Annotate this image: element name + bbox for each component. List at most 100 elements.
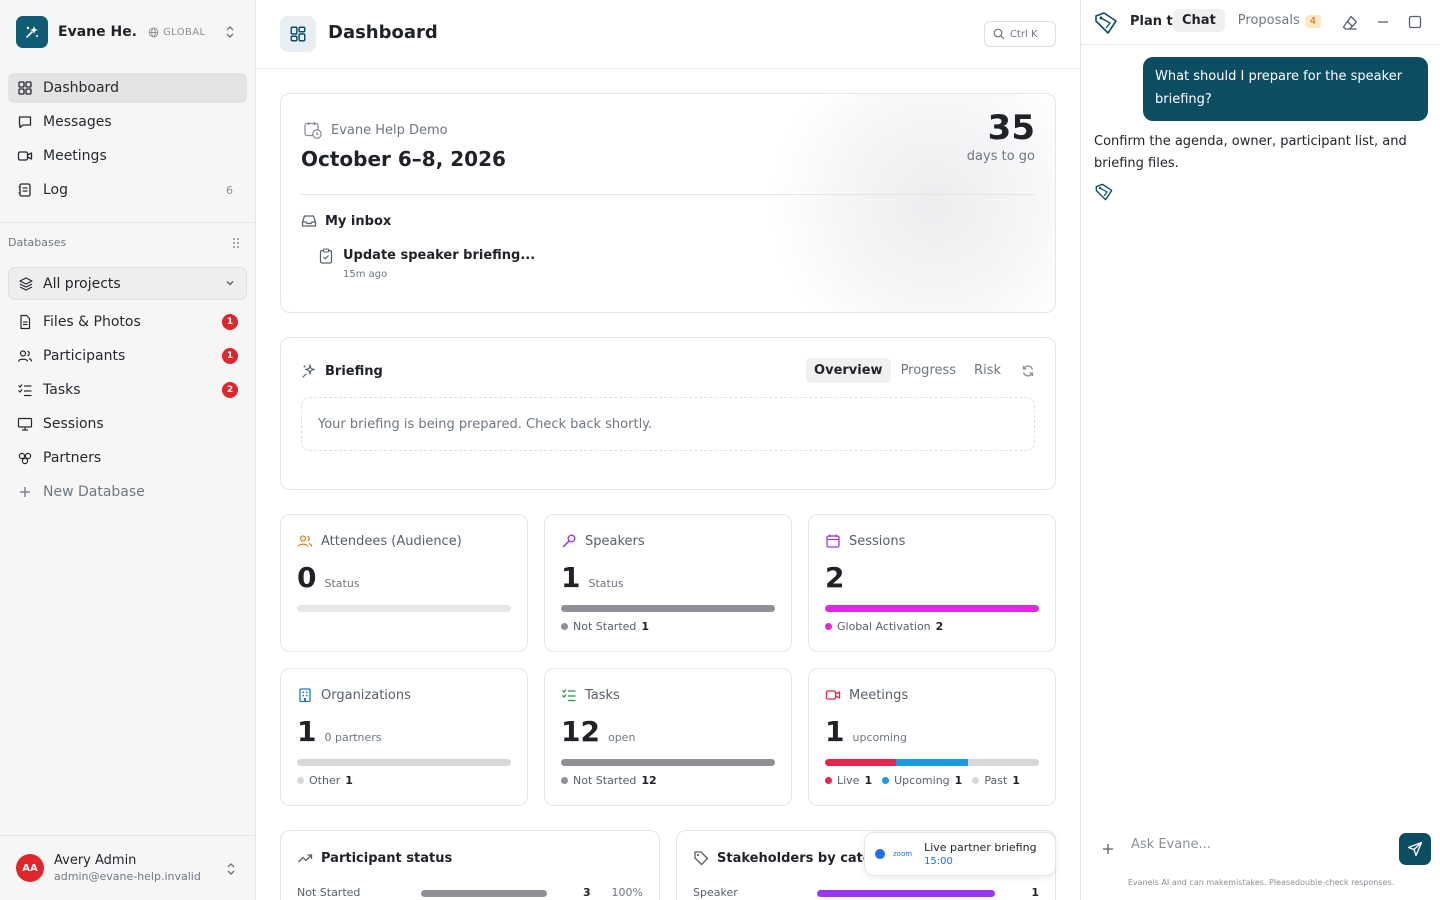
stat-legend: Not Started 1 <box>561 620 649 633</box>
calendar-icon <box>826 534 840 548</box>
sidebar-item-label: Sessions <box>43 416 104 432</box>
log-icon <box>16 181 34 199</box>
legend-dot <box>972 777 980 784</box>
nav-item-label: Dashboard <box>43 80 119 96</box>
sidebar-item-partners[interactable]: Partners <box>8 443 247 473</box>
inbox-item[interactable]: Update speaker briefing... 15m ago <box>319 248 535 280</box>
plus-icon[interactable] <box>1101 842 1115 856</box>
event-dates: October 6–8, 2026 <box>301 147 506 171</box>
calendar-clock-icon <box>304 122 322 139</box>
stat-bar <box>297 605 511 612</box>
stat-title: Sessions <box>825 533 905 549</box>
zoom-icon <box>875 849 885 859</box>
legend-dot <box>882 777 890 784</box>
assistant-avatar-icon <box>1094 182 1114 202</box>
assistant-title: Plan th <box>1130 14 1180 29</box>
sidebar-item-label: Partners <box>43 450 102 466</box>
ai-disclaimer: Evaneis AI and can makemistakes. Pleased… <box>1127 878 1395 887</box>
stat-bar-segment <box>968 759 1039 766</box>
stat-subtitle: Status <box>324 577 360 590</box>
maximize-icon[interactable] <box>1407 14 1423 30</box>
user-message: What should I prepare for the speaker br… <box>1143 57 1428 121</box>
plus-icon <box>16 483 34 501</box>
inbox-item-title: Update speaker briefing... <box>343 248 536 263</box>
stat-card-attendees[interactable]: Attendees (Audience) 0 Status <box>280 514 528 652</box>
dashboard-icon <box>16 79 34 97</box>
file-icon <box>16 313 34 331</box>
live-meeting-toast[interactable]: zoom Live partner briefing 15:00 <box>864 832 1056 876</box>
nav-item-meetings[interactable]: Meetings <box>8 141 247 171</box>
tab-overview[interactable]: Overview <box>806 358 891 383</box>
handshake-icon <box>16 449 34 467</box>
user-name: Avery Admin <box>54 853 137 868</box>
stat-bar <box>825 759 1039 766</box>
legend-item: Live 1 <box>825 774 872 787</box>
checklist-icon <box>562 689 576 702</box>
sidebar-item-tasks[interactable]: Tasks 2 <box>8 375 247 405</box>
tab-progress[interactable]: Progress <box>900 363 957 378</box>
nav-item-messages[interactable]: Messages <box>8 107 247 137</box>
status-row-bar <box>421 890 547 897</box>
user-menu[interactable]: AA Avery Admin admin@evane-help.invalid <box>0 835 255 900</box>
participant-status-card: Participant status Not Started 3 100% <box>280 830 660 900</box>
stat-bar-segment <box>825 605 1039 612</box>
nav-item-label: Meetings <box>43 148 107 164</box>
stat-card-speakers[interactable]: Speakers 1 Status Not Started 1 <box>544 514 792 652</box>
new-database-label: New Database <box>43 484 145 500</box>
command-search-button[interactable]: Ctrl K <box>984 21 1056 47</box>
inbox-icon <box>301 215 317 227</box>
tag-icon <box>694 851 709 866</box>
inbox-heading: My inbox <box>301 213 391 229</box>
briefing-tabs: Overview Progress Risk <box>806 358 1035 383</box>
stat-bar-segment <box>297 759 511 766</box>
stat-value: 2 <box>825 561 845 594</box>
proposals-count: 4 <box>1304 15 1322 28</box>
all-projects-select[interactable]: All projects <box>8 267 247 300</box>
sidebar-item-files-photos[interactable]: Files & Photos 1 <box>8 307 247 337</box>
stat-legend: Live 1 Upcoming 1 Past 1 <box>825 774 1020 787</box>
legend-dot <box>297 777 304 784</box>
stat-card-sessions[interactable]: Sessions 2 Global Activation 2 <box>808 514 1056 652</box>
stat-bar <box>561 605 775 612</box>
users-icon <box>297 535 313 547</box>
assistant-tabs: Chat Proposals 4 <box>1173 9 1330 32</box>
stat-card-tasks[interactable]: Tasks 12 open Not Started 12 <box>544 668 792 806</box>
eraser-icon[interactable] <box>1341 14 1359 32</box>
minimize-icon[interactable] <box>1375 14 1391 30</box>
stat-legend: Global Activation 2 <box>825 620 943 633</box>
assistant-header: Plan th Chat Proposals 4 <box>1081 0 1440 45</box>
workspace-switcher[interactable]: Evane He... GLOBAL <box>16 16 240 48</box>
stat-card-organizations[interactable]: Organizations 1 0 partners Other 1 <box>280 668 528 806</box>
stat-legend: Not Started 12 <box>561 774 657 787</box>
stat-title: Speakers <box>561 533 645 549</box>
zoom-brand: zoom <box>893 850 913 858</box>
briefing-heading: Briefing <box>301 363 383 379</box>
stat-bar <box>825 605 1039 612</box>
tab-risk[interactable]: Risk <box>974 363 1001 378</box>
stat-subtitle: open <box>607 731 636 744</box>
new-database-button[interactable]: New Database <box>8 477 247 507</box>
chevron-down-icon <box>224 277 236 289</box>
nav-item-dashboard[interactable]: Dashboard <box>8 73 247 103</box>
nav-item-log[interactable]: Log 6 <box>8 175 247 205</box>
legend-dot <box>825 777 832 784</box>
category-row: Speaker 1 <box>693 886 1039 900</box>
send-button[interactable] <box>1399 833 1431 865</box>
tab-proposals[interactable]: Proposals 4 <box>1229 9 1330 32</box>
notification-badge: 2 <box>222 382 238 398</box>
participant-status-heading: Participant status <box>297 850 452 866</box>
chat-composer <box>1081 830 1440 870</box>
stat-title: Attendees (Audience) <box>297 533 462 549</box>
sidebar-item-participants[interactable]: Participants 1 <box>8 341 247 371</box>
drag-handle-icon <box>233 237 239 248</box>
stat-value: 0 <box>297 561 317 594</box>
card-glow <box>755 94 1055 312</box>
status-row: Not Started 3 100% <box>297 886 643 900</box>
all-projects-label: All projects <box>43 275 121 292</box>
stat-card-meetings[interactable]: Meetings 1 upcoming Live 1 Upcoming 1 Past… <box>808 668 1056 806</box>
sidebar-item-sessions[interactable]: Sessions <box>8 409 247 439</box>
legend-item: Not Started 1 <box>561 620 649 633</box>
chat-input[interactable] <box>1131 837 1391 852</box>
refresh-icon[interactable] <box>1021 364 1035 378</box>
tab-chat[interactable]: Chat <box>1173 9 1225 32</box>
